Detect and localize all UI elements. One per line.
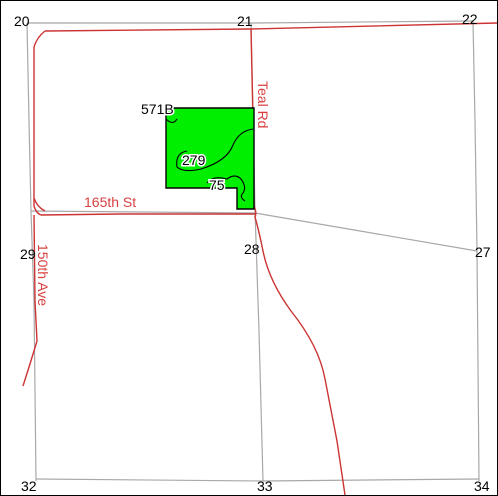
parcel-label-75: 75 xyxy=(209,177,225,193)
section-labels: 20 21 22 29 28 27 32 33 34 xyxy=(14,11,491,494)
parcel-group[interactable] xyxy=(165,107,255,210)
section-label-22: 22 xyxy=(462,11,478,27)
parcel-labels: 571B 279 75 xyxy=(140,100,227,195)
section-label-27: 27 xyxy=(475,244,491,260)
parcel-inner-boundary-2 xyxy=(206,175,246,202)
road-labels: 165th St Teal Rd 150th Ave xyxy=(35,81,271,306)
section-line-south xyxy=(35,478,480,482)
parcel-polygon[interactable] xyxy=(165,107,255,210)
section-label-32: 32 xyxy=(21,478,37,494)
section-line-east xyxy=(472,20,480,482)
road-north xyxy=(33,22,497,48)
section-label-34: 34 xyxy=(474,478,490,494)
section-label-33: 33 xyxy=(257,478,273,494)
road-west-150th-ave xyxy=(22,47,42,387)
parcel-label-571b: 571B xyxy=(141,101,174,117)
parcel-inner-boundary-1 xyxy=(165,118,254,172)
section-label-28: 28 xyxy=(244,241,260,257)
road-label-150th-ave: 150th Ave xyxy=(35,244,51,306)
road-label-teal-rd: Teal Rd xyxy=(255,81,271,128)
road-label-165th-st: 165th St xyxy=(84,194,136,210)
parcel-label-279: 279 xyxy=(182,152,206,168)
road-network xyxy=(22,22,497,495)
road-165th-st xyxy=(40,213,255,216)
road-teal-rd xyxy=(250,28,346,495)
section-line-center-horizontal xyxy=(30,210,478,252)
section-label-20: 20 xyxy=(14,13,30,29)
road-west-curve xyxy=(33,197,46,212)
section-label-29: 29 xyxy=(20,246,36,262)
section-label-21: 21 xyxy=(237,13,253,29)
